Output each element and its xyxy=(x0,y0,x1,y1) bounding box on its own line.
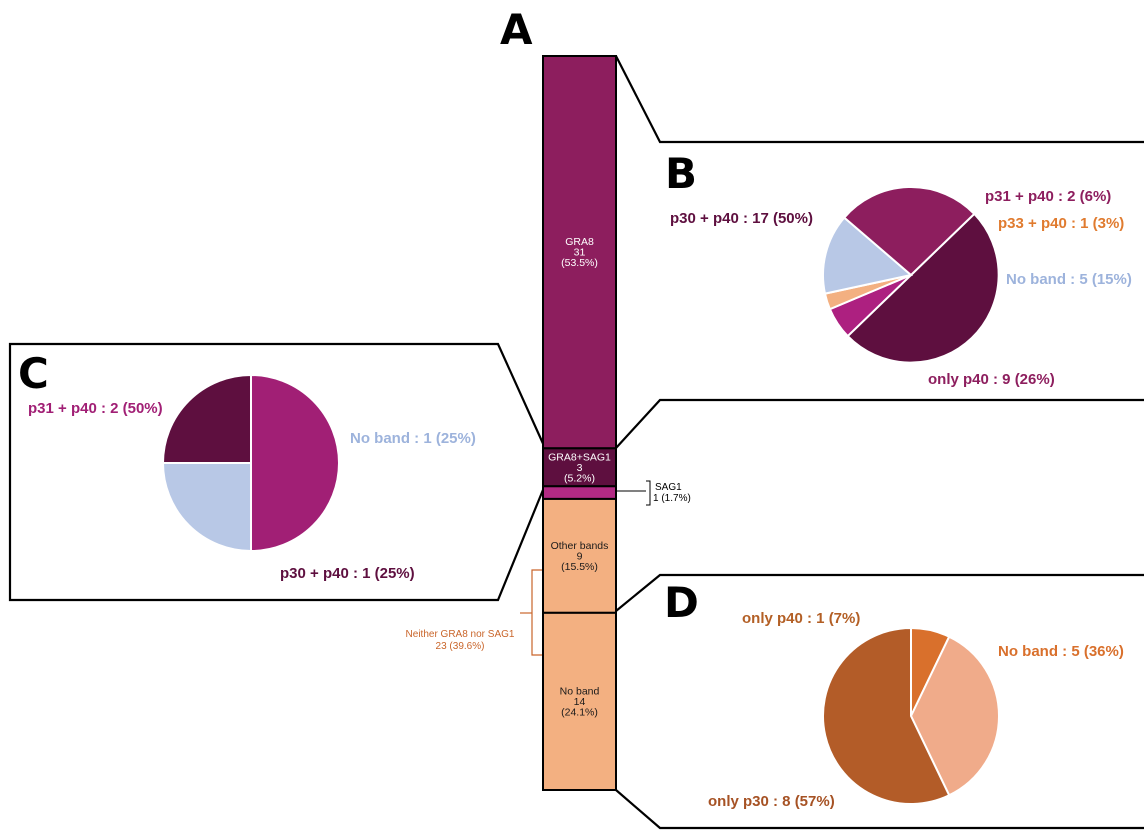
bar-segment-label-other-bands-2: (15.5%) xyxy=(561,561,598,573)
pie-d-label-only-p40: only p40 : 1 (7%) xyxy=(742,610,860,627)
pie-c-label-no-band: No band : 1 (25%) xyxy=(350,430,476,447)
bar-segment-label-gra8-sag1-1: 3 xyxy=(577,462,583,474)
callout-b-bottom xyxy=(615,398,1144,449)
pie-b-label-p33-p40: p33 + p40 : 1 (3%) xyxy=(998,215,1124,232)
bar-segment-sag1 xyxy=(542,485,617,500)
panel-letter-a: A xyxy=(500,5,533,54)
pie-chart-d xyxy=(822,626,1001,805)
panel-letter-d: D xyxy=(664,578,699,627)
bar-segment-label-other-bands-1: 9 xyxy=(577,550,583,562)
panel-letter-b: B xyxy=(665,149,697,198)
bar-segment-other-bands xyxy=(542,497,617,614)
pie-b-slice-no-band-5-15 xyxy=(822,216,914,295)
stacked-bar-a xyxy=(542,55,617,791)
pie-b-slice-only-p40-9-26 xyxy=(842,186,976,277)
bar-segment-no-band xyxy=(542,611,617,791)
bar-segment-label-other-bands-0: Other bands xyxy=(551,540,609,552)
bar-segment-label-gra8-1: 31 xyxy=(574,247,586,259)
pie-c-slice-p30-p40-1-25 xyxy=(161,373,252,464)
pie-b-label-no-band: No band : 5 (15%) xyxy=(1006,271,1132,288)
bar-segment-gra8 xyxy=(542,55,617,450)
callout-d-bottom xyxy=(615,789,1144,830)
bar-segment-label-gra8-sag1-0: GRA8+SAG1 xyxy=(548,451,611,463)
bar-segment-label-gra8-0: GRA8 xyxy=(565,236,594,248)
bar-segment-label-no-band-2: (24.1%) xyxy=(561,706,598,718)
pie-b-label-only-p40: only p40 : 9 (26%) xyxy=(928,371,1055,388)
sag1-label: SAG1 xyxy=(655,482,682,493)
callout-d-top xyxy=(615,573,1144,612)
pie-d-label-only-p30: only p30 : 8 (57%) xyxy=(708,793,835,810)
callout-b-top xyxy=(615,55,1144,144)
pie-b-label-p30-p40: p30 + p40 : 17 (50%) xyxy=(670,210,813,227)
bar-segment-label-no-band-0: No band xyxy=(560,685,600,697)
callout-c-frame xyxy=(8,342,547,602)
panel-letter-c: C xyxy=(18,349,49,398)
pie-b-label-p31-p40: p31 + p40 : 2 (6%) xyxy=(985,188,1111,205)
pie-c-label-p31-p40: p31 + p40 : 2 (50%) xyxy=(28,400,163,417)
pie-d-slice-no-band-5-36 xyxy=(909,635,1001,797)
pie-c-slice-p31-p40-2-50 xyxy=(250,373,340,553)
pie-c-label-p30-p40: p30 + p40 : 1 (25%) xyxy=(280,565,415,582)
pie-b-slice-p30-p40-17-50 xyxy=(846,212,1000,364)
bar-segment-label-gra8-2: (53.5%) xyxy=(561,257,598,269)
pie-chart-b xyxy=(822,186,1000,364)
neither-label: Neither GRA8 nor SAG1 xyxy=(406,629,515,640)
bar-segment-label-no-band-1: 14 xyxy=(574,696,586,708)
pie-d-slice-only-p30-8-57 xyxy=(822,626,951,805)
neither-bracket: Neither GRA8 nor SAG1 23 (39.6%) xyxy=(406,569,542,656)
pie-chart-c xyxy=(161,373,340,553)
pie-c-slice-no-band-1-25 xyxy=(161,462,252,553)
pie-d-label-no-band: No band : 5 (36%) xyxy=(998,643,1124,660)
bar-segment-label-gra8-sag1-2: (5.2%) xyxy=(564,472,595,484)
sag1-bracket: SAG1 1 (1.7%) xyxy=(617,480,691,506)
sag1-value: 1 (1.7%) xyxy=(653,493,691,504)
neither-value: 23 (39.6%) xyxy=(436,641,485,652)
callout-lines xyxy=(8,55,1144,830)
